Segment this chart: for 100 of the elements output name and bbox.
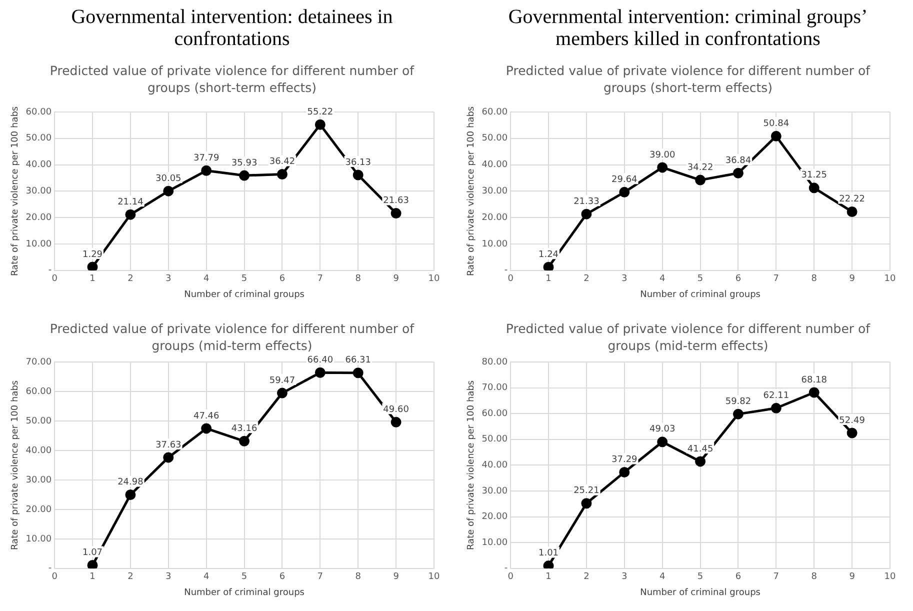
y-tick-label: 30.00: [26, 186, 52, 197]
x-tick-label: 4: [203, 572, 210, 582]
x-tick-label: 8: [355, 274, 362, 284]
chart-title: Predicted value of private violence for different number of groups (mid-term effects): [48, 320, 416, 353]
y-tick-label: 10.00: [26, 534, 52, 544]
point: [276, 169, 288, 180]
x-tick-label: 4: [659, 274, 666, 284]
x-tick-label: 6: [279, 572, 286, 582]
data-label: 37.79: [193, 153, 220, 164]
x-tick-label: 5: [241, 572, 248, 582]
x-tick-label: 5: [697, 274, 704, 284]
point: [352, 170, 364, 180]
data-label: 50.84: [763, 119, 790, 130]
data-label: 25.21: [574, 486, 600, 496]
x-tick-label: 9: [393, 274, 400, 284]
x-tick-label: 8: [811, 572, 818, 582]
chart-subtitle: Predicted value of private violence for different number of groups (short-term effects): [504, 62, 872, 97]
point: [543, 262, 554, 270]
point: [239, 436, 250, 446]
point: [87, 560, 98, 568]
y-tick-label: -: [504, 266, 508, 276]
data-label: 1.24: [538, 250, 559, 260]
x-axis-title: Number of criminal groups: [640, 290, 761, 300]
point: [314, 367, 326, 378]
data-label: 22.22: [839, 194, 865, 205]
x-tick-label: 6: [735, 572, 742, 582]
point: [87, 262, 98, 270]
x-tick-label: 2: [584, 274, 590, 284]
point: [125, 489, 136, 500]
x-tick-label: 1: [90, 572, 96, 582]
point: [314, 119, 326, 130]
y-tick-label: 50.00: [482, 134, 508, 144]
x-tick-label: 0: [52, 572, 58, 582]
point: [390, 208, 402, 219]
y-tick-label: 20.00: [26, 212, 52, 223]
x-tick-label: 9: [849, 572, 856, 582]
point: [846, 206, 858, 217]
x-tick-label: 6: [735, 274, 742, 284]
point: [770, 402, 782, 414]
point: [352, 368, 364, 378]
point: [163, 452, 174, 463]
data-label: 47.46: [193, 411, 220, 422]
point: [581, 208, 592, 220]
data-label: 39.00: [649, 150, 676, 160]
data-label: 49.03: [649, 424, 676, 435]
y-tick-label: 20.00: [482, 212, 508, 223]
point: [770, 130, 782, 142]
data-label: 1.07: [82, 548, 103, 558]
y-tick-label: 40.00: [482, 460, 508, 471]
y-tick-label: 70.00: [482, 383, 508, 394]
data-label: 36.84: [725, 156, 752, 166]
y-tick-label: 60.00: [482, 107, 508, 118]
x-axis-title: Number of criminal groups: [184, 588, 305, 598]
point: [657, 436, 668, 448]
point: [695, 456, 706, 467]
y-tick-label: 60.00: [26, 386, 52, 397]
data-label: 1.29: [82, 250, 103, 260]
x-tick-label: 3: [622, 572, 628, 582]
data-label: 31.25: [801, 170, 827, 181]
data-label: 30.05: [156, 174, 182, 184]
y-tick-label: 70.00: [26, 357, 52, 368]
x-tick-label: 5: [697, 572, 704, 582]
y-tick-label: 20.00: [26, 504, 52, 515]
point: [201, 165, 212, 176]
x-tick-label: 7: [773, 274, 780, 284]
point: [125, 209, 136, 220]
x-tick-label: 4: [203, 274, 210, 284]
point: [619, 466, 630, 478]
x-axis-title: Number of criminal groups: [184, 290, 305, 300]
data-label: 36.13: [345, 158, 371, 168]
data-label: 52.49: [839, 416, 866, 426]
y-tick-label: 30.00: [482, 486, 508, 496]
x-tick-label: 10: [884, 274, 896, 284]
x-tick-label: 3: [622, 274, 628, 284]
point: [695, 174, 706, 186]
y-tick-label: 30.00: [26, 475, 52, 486]
x-tick-label: 2: [128, 572, 134, 582]
data-label: 55.22: [307, 107, 334, 118]
y-tick-label: -: [504, 564, 508, 574]
y-tick-label: 10.00: [482, 239, 508, 250]
data-label: 59.47: [269, 376, 296, 386]
y-tick-label: 20.00: [482, 512, 508, 522]
y-tick-label: 30.00: [482, 186, 508, 197]
point: [808, 387, 820, 398]
y-axis-title: Rate of private violence per 100 habs: [10, 106, 21, 276]
y-tick-label: 40.00: [26, 160, 52, 170]
x-tick-label: 9: [849, 274, 856, 284]
y-axis-title: Rate of private violence per 100 habs: [466, 106, 477, 276]
x-axis-title: Number of criminal groups: [640, 588, 761, 598]
y-tick-label: 10.00: [26, 239, 52, 250]
chart-title: Predicted value of private violence for different number of groups (mid-term effects): [504, 320, 872, 353]
point: [163, 186, 174, 196]
data-label: 21.14: [118, 197, 144, 208]
chart-subtitle: Predicted value of private violence for different number of groups (short-term effects): [48, 62, 416, 97]
x-tick-label: 1: [546, 274, 552, 284]
data-label: 66.31: [345, 356, 371, 366]
data-label: 41.45: [687, 444, 714, 454]
point: [543, 560, 554, 568]
point: [732, 168, 744, 178]
data-label: 59.82: [725, 396, 752, 407]
